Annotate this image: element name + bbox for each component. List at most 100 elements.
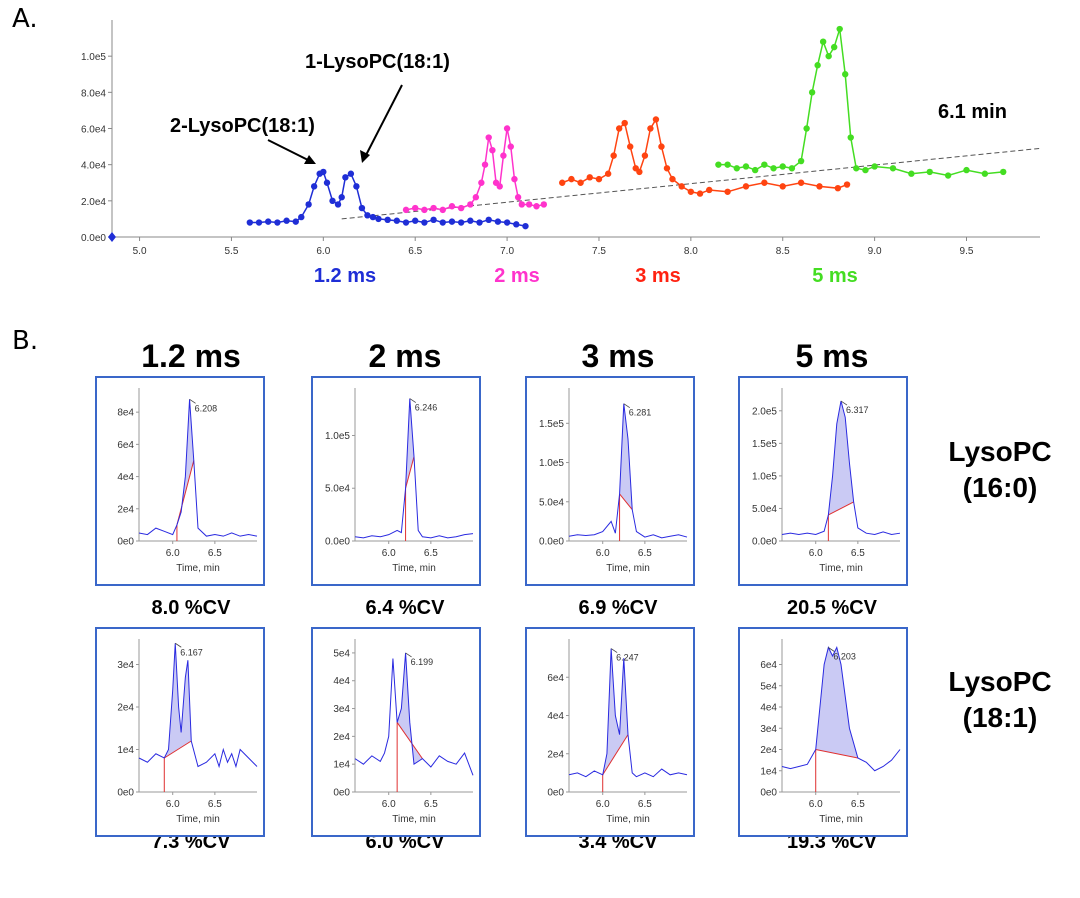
peak-leader: [175, 642, 182, 648]
mini-chart-svg: 0.0e0 5.0e4 1.0e5 1.5e5 2.0e5 6.0 6.5 Time, min…: [752, 388, 901, 574]
data-point: [485, 216, 492, 224]
data-point: [274, 219, 281, 226]
x-tick-label: 6.5: [208, 548, 222, 559]
y-tick-label: 3e4: [333, 704, 350, 715]
mini-chart-svg: 0e0 1e4 2e4 3e4 4e4 5e4 6.0 6.5 Time, min 6.199: [333, 639, 474, 825]
data-point: [834, 184, 842, 192]
chromatogram-trace: [138, 643, 258, 769]
data-point: [421, 219, 428, 226]
peak-rt-label: 6.203: [833, 652, 856, 662]
data-point: [803, 125, 810, 132]
data-point: [393, 217, 401, 224]
data-point: [402, 206, 410, 214]
data-point: [353, 183, 360, 190]
row-label-lysopc-16-0: LysoPC (16:0): [925, 434, 1075, 506]
data-point: [808, 89, 816, 96]
data-point: [476, 219, 483, 226]
data-point: [334, 201, 342, 208]
column-title-2ms: 2 ms: [368, 338, 442, 374]
data-point: [797, 157, 805, 165]
data-point: [586, 174, 593, 181]
x-axis-title: Time, min: [819, 814, 863, 825]
peak-rt-label: 6.281: [629, 408, 652, 418]
data-point: [364, 212, 371, 219]
y-tick-label: 6e4: [760, 660, 777, 671]
y-tick-label: 4e4: [117, 472, 134, 483]
data-point: [788, 165, 796, 172]
data-point: [1000, 168, 1007, 176]
mini-chromatogram: 0.0e0 5.0e4 1.0e5 1.5e5 2.0e5 6.0 6.5 Time, min…: [738, 376, 908, 586]
peak-leader: [610, 648, 618, 653]
column-title-3ms: 3 ms: [581, 338, 655, 374]
data-point: [421, 206, 428, 214]
data-point: [761, 161, 768, 168]
data-point: [621, 119, 628, 127]
data-point: [485, 134, 492, 141]
x-tick-label: 6.5: [424, 799, 438, 810]
mini-chromatogram: 0e0 1e4 2e4 3e4 4e4 5e4 6e4 6.0 6.5 Time, min 6.20…: [738, 627, 908, 837]
y-tick-label: 0e0: [117, 788, 134, 799]
data-point: [678, 183, 685, 190]
mini-chart-svg: 0.0e0 5.0e4 1.0e5 1.5e5 6.0 6.5 Time, min 6.281: [539, 388, 688, 574]
baseline-line: [602, 734, 629, 776]
y-tick-label: 0e0: [117, 537, 134, 548]
mini-chromatogram: 0.0e0 5.0e4 1.0e5 1.5e5 6.0 6.5 Time, min 6.281: [525, 376, 695, 586]
x-tick-label: 6.5: [851, 799, 865, 810]
data-point: [457, 219, 465, 226]
peak-rt-label: 6.208: [195, 403, 218, 413]
data-point: [836, 25, 843, 33]
data-point: [862, 166, 869, 174]
x-tick-label: 6.5: [851, 548, 865, 559]
series-label-3ms: 3 ms: [635, 265, 681, 287]
y-tick-label: 1.5e5: [752, 439, 777, 450]
y-tick-label: 2e4: [117, 703, 134, 714]
peak-leader: [189, 398, 196, 404]
series-3-ms: [559, 116, 851, 197]
data-point: [472, 194, 480, 201]
arrow-2-lysopc: [267, 139, 313, 163]
x-tick-label: 6.0: [596, 799, 610, 810]
x-axis-title: Time, min: [176, 563, 220, 574]
integration-area: [176, 399, 194, 525]
cv-label: 6.4 %CV: [365, 597, 445, 619]
data-point: [816, 183, 823, 190]
data-point: [439, 219, 446, 226]
data-point: [329, 197, 336, 205]
data-point: [503, 219, 511, 226]
x-tick-label: 6.0: [316, 246, 330, 257]
x-tick-label: 6.0: [166, 799, 180, 810]
data-point: [430, 216, 437, 224]
peak-leader: [405, 652, 412, 658]
x-tick-label: 6.0: [809, 799, 823, 810]
peak-leader: [623, 403, 631, 409]
data-point: [610, 152, 617, 159]
row-label-line1: LysoPC: [948, 436, 1052, 467]
mini-chart-svg: 0e0 2e4 4e4 6e4 8e4 6.0 6.5 Time, min 6.208: [117, 388, 258, 574]
arrow-head-1: [360, 150, 370, 163]
data-point: [489, 147, 496, 154]
data-point: [636, 168, 643, 176]
cv-label: 20.5 %CV: [786, 597, 878, 619]
peak-rt-label: 6.199: [411, 657, 434, 667]
peak-rt-label: 6.317: [846, 405, 869, 415]
data-point: [467, 217, 474, 224]
x-tick-label: 8.0: [684, 246, 698, 257]
mini-chart-svg: 0e0 2e4 4e4 6e4 6.0 6.5 Time, min 6.247: [547, 639, 688, 825]
y-tick-label: 0e0: [760, 788, 777, 799]
x-axis-title: Time, min: [606, 563, 650, 574]
y-tick-label: 6e4: [117, 440, 134, 451]
data-point: [889, 165, 897, 172]
peak-leader: [409, 398, 417, 403]
baseline-line: [164, 740, 192, 759]
x-axis-title: Time, min: [606, 814, 650, 825]
y-tick-label: 2.0e4: [81, 197, 106, 208]
data-point: [412, 204, 419, 212]
arrow-1-lysopc: [363, 84, 403, 160]
data-point: [615, 125, 623, 132]
row-label-line2: (18:1): [962, 702, 1038, 733]
data-point: [847, 134, 854, 141]
data-point: [478, 179, 485, 186]
data-point: [511, 175, 518, 183]
column-title-1-2ms: 1.2 ms: [141, 338, 241, 374]
data-point: [696, 190, 704, 197]
